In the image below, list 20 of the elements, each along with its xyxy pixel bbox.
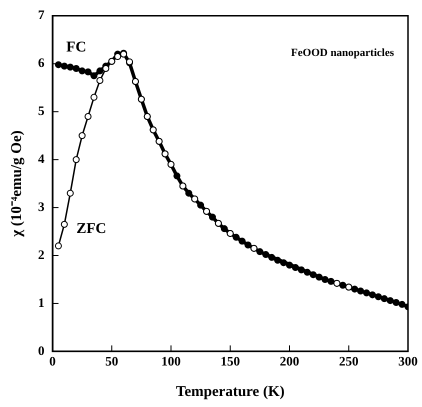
x-tick-label: 300 bbox=[398, 354, 418, 369]
y-tick-label: 7 bbox=[38, 7, 45, 22]
y-tick-label: 6 bbox=[38, 55, 45, 70]
x-tick-label: 200 bbox=[280, 354, 300, 369]
x-axis-title: Temperature (K) bbox=[176, 384, 285, 400]
x-tick-label: 150 bbox=[220, 354, 240, 369]
series-label: FC bbox=[66, 39, 86, 56]
x-tick-label: 0 bbox=[49, 354, 56, 369]
x-tick-label: 250 bbox=[339, 354, 358, 369]
y-tick-label: 2 bbox=[38, 246, 44, 262]
y-tick-label: 5 bbox=[38, 103, 45, 118]
y-tick-label: 3 bbox=[38, 198, 45, 214]
y-tick-label: 1 bbox=[38, 294, 44, 310]
x-tick-label: 100 bbox=[161, 354, 181, 369]
series-label: ZFC bbox=[76, 221, 106, 238]
y-tick-label: 4 bbox=[38, 150, 45, 166]
annotation: FeOOD nanoparticles bbox=[291, 47, 395, 60]
x-tick-label: 50 bbox=[105, 354, 118, 369]
y-tick-label: 0 bbox=[38, 342, 44, 358]
y-axis-title: χ (10⁻⁴emu/g Oe) bbox=[8, 130, 25, 238]
